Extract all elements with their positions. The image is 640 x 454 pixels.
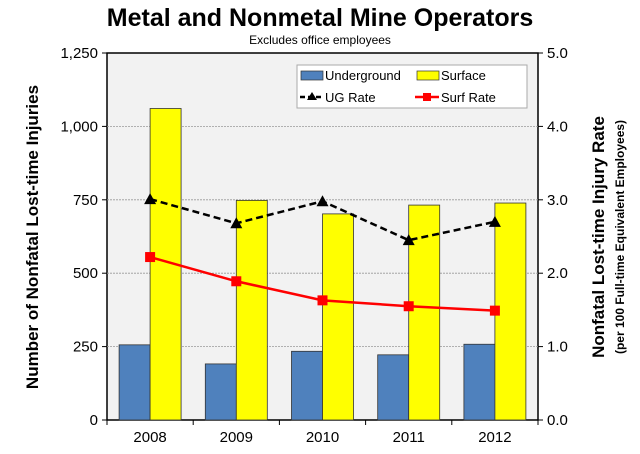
y-tick-label: 500 [73, 265, 98, 282]
bar-underground [463, 343, 496, 421]
x-tick-label: 2009 [220, 429, 253, 446]
marker-ug-rate [488, 215, 501, 227]
marker-surf-rate [231, 276, 242, 287]
y2-axis-title: Nonfatal Lost-time Injury Rate [589, 116, 608, 358]
legend-box [296, 64, 528, 109]
marker-surf-rate [317, 295, 328, 306]
legend-label-underground: Underground [325, 68, 401, 83]
y2-tick-label: 2.0 [547, 265, 568, 282]
x-tick-label: 2012 [478, 429, 511, 446]
bar-underground [204, 363, 237, 421]
marker-surf-rate [403, 301, 414, 312]
y2-tick-label: 4.0 [547, 118, 568, 135]
bar-underground [291, 350, 323, 421]
legend: Underground Surface UG Rate Surf Rate [296, 64, 528, 109]
x-tick-label: 2008 [133, 429, 166, 446]
chart-title: Metal and Nonmetal Mine Operators [107, 4, 533, 32]
y-tick-label: 1,250 [60, 45, 98, 62]
y-tick-label: 0 [90, 412, 98, 429]
legend-marker-surf-rate [423, 93, 431, 101]
y-tick-label: 1,000 [60, 118, 98, 135]
marker-ug-rate [144, 193, 157, 205]
bar-surface [494, 202, 527, 421]
y2-tick-label: 5.0 [547, 45, 568, 62]
legend-swatch-underground [300, 70, 324, 81]
x-tick-label: 2011 [393, 429, 425, 446]
legend-label-surface: Surface [441, 68, 486, 83]
marker-ug-rate [402, 234, 415, 246]
marker-surf-rate [145, 252, 156, 263]
y-tick-label: 250 [73, 339, 98, 356]
x-tick-label: 2010 [306, 429, 339, 446]
legend-swatch-surface [416, 70, 440, 81]
legend-label-surf-rate: Surf Rate [441, 90, 496, 105]
y-tick-label: 750 [73, 192, 98, 209]
y2-tick-label: 0.0 [547, 412, 568, 429]
marker-ug-rate [316, 195, 329, 207]
legend-marker-ug-rate [307, 92, 317, 100]
bar-underground [377, 354, 410, 421]
marker-ug-rate [230, 217, 243, 229]
bar-underground [118, 344, 151, 421]
y2-tick-label: 3.0 [547, 192, 568, 209]
y-axis-title: Number of Nonfatal Lost-time Injuries [23, 85, 42, 389]
chart-subtitle: Excludes office employees [249, 33, 391, 47]
bar-surface [322, 213, 354, 421]
bar-surface [235, 199, 268, 421]
bar-surface [408, 204, 441, 421]
y2-tick-label: 1.0 [547, 339, 568, 356]
legend-label-ug-rate: UG Rate [325, 90, 376, 105]
y2-axis-subtitle: (per 100 Full-time Equivalent Employees) [613, 120, 627, 354]
marker-surf-rate [489, 305, 500, 316]
